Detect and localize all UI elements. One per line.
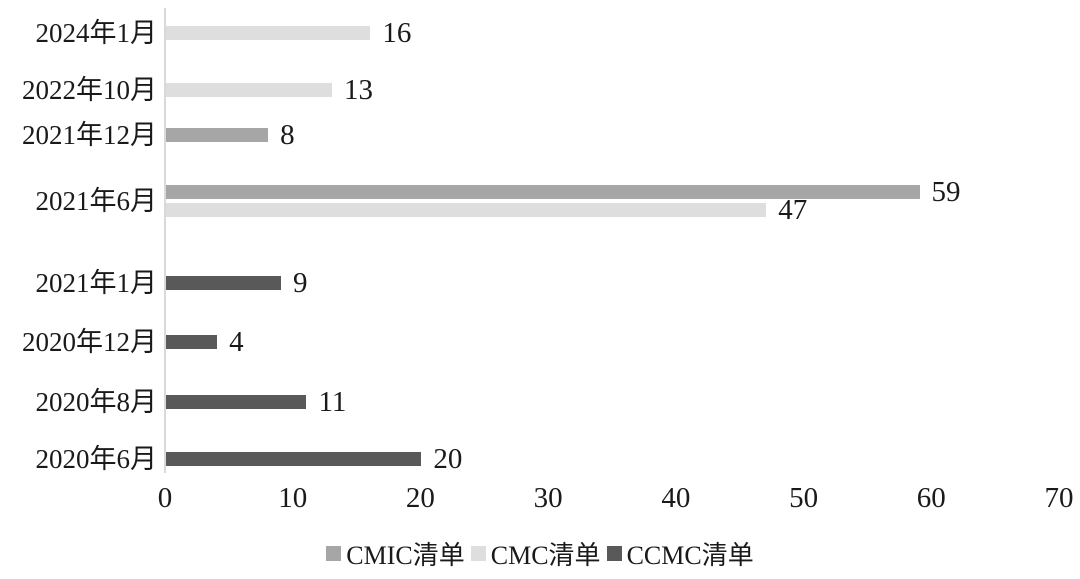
category-axis-label: 2021年1月	[35, 268, 158, 298]
x-tick-label: 10	[278, 482, 308, 514]
legend-label: CCMC清单	[626, 540, 754, 570]
x-tick-label: 30	[533, 482, 563, 514]
bar-CCMC清单	[166, 452, 422, 466]
legend-label: CMC清单	[490, 540, 601, 570]
bar-CMIC清单	[166, 185, 920, 199]
bar-value-label: 4	[229, 326, 244, 358]
bar-CMC清单	[166, 83, 333, 97]
category-axis-label: 2022年10月	[22, 75, 157, 105]
x-tick-label: 70	[1044, 482, 1074, 514]
bar-CCMC清单	[166, 276, 281, 290]
bar-value-label: 8	[280, 119, 295, 151]
legend-item: CMIC清单	[326, 535, 465, 572]
bar-value-label: 9	[292, 267, 308, 299]
x-tick-label: 50	[789, 482, 819, 514]
category-axis-line	[164, 8, 166, 473]
legend-swatch	[606, 545, 622, 561]
x-tick-label: 20	[405, 482, 435, 514]
plot-area: 2024年1月 16 2022年10月 13 2021年12月 8 2021年6月 59 47 2…	[22, 8, 1074, 514]
legend-swatch	[326, 545, 342, 561]
x-tick-label: 0	[157, 482, 173, 514]
bar-CMC清单	[166, 26, 371, 40]
category-axis-label: 2021年12月	[22, 120, 157, 150]
bar-CCMC清单	[166, 335, 218, 349]
category-axis-label: 2020年8月	[35, 387, 158, 417]
bar-value-label: 47	[778, 194, 808, 226]
category-axis-label: 2020年12月	[22, 327, 157, 357]
category-axis-label: 2020年6月	[35, 444, 158, 474]
bar-CCMC清单	[166, 395, 307, 409]
x-tick-label: 40	[661, 482, 691, 514]
x-tick-label: 60	[916, 482, 946, 514]
category-axis-label: 2021年6月	[35, 186, 158, 216]
legend-item: CMC清单	[470, 535, 601, 572]
category-axis-label: 2024年1月	[35, 18, 158, 48]
bar-CMC清单	[166, 203, 767, 217]
bar-value-label: 20	[433, 443, 463, 475]
bar-value-label: 13	[344, 74, 374, 106]
bar-CMIC清单	[166, 128, 269, 142]
bar-value-label: 16	[382, 17, 412, 49]
legend: CMIC清单 CMC清单 CCMC清单	[0, 536, 1080, 570]
bar-value-label: 59	[931, 176, 961, 208]
legend-item: CCMC清单	[606, 535, 754, 572]
legend-swatch	[470, 545, 486, 561]
legend-label: CMIC清单	[346, 540, 465, 570]
bar-value-label: 11	[318, 386, 347, 418]
